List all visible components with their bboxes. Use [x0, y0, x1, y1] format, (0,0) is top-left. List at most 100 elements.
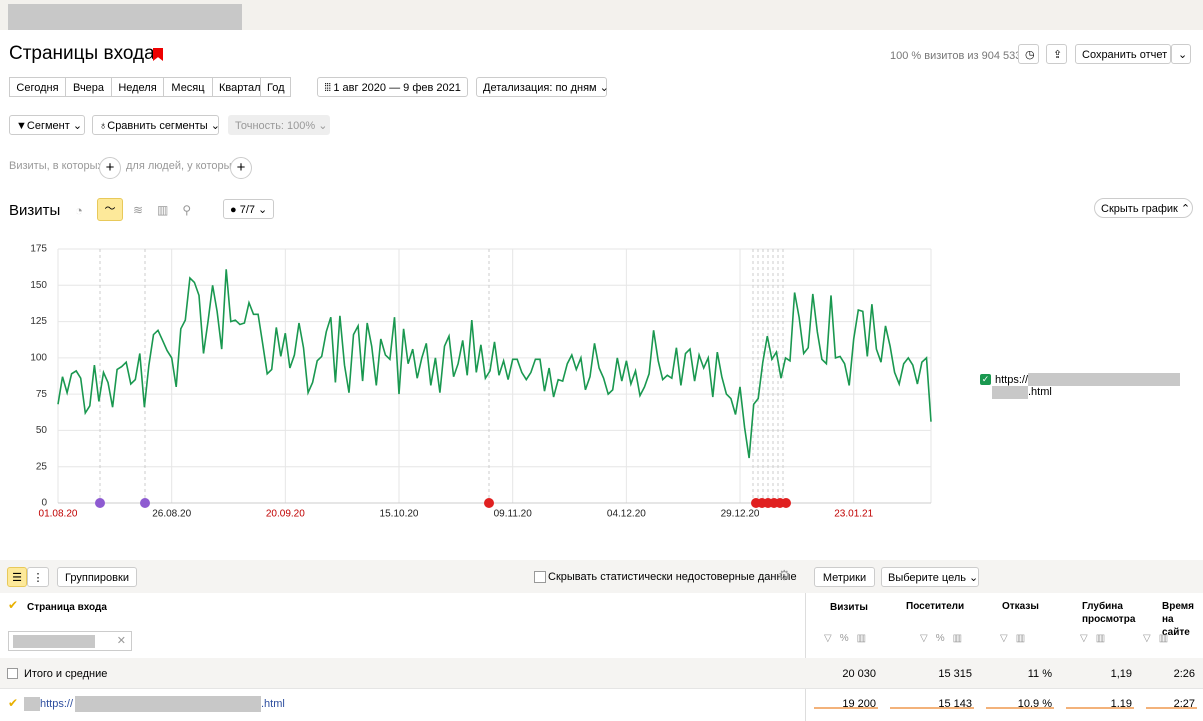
detail-text: Детализация: по дням: [483, 82, 597, 94]
segment-button[interactable]: ▼Сегмент ⌄: [9, 115, 85, 135]
y-tick-label: 150: [30, 280, 47, 291]
x-tick-label: 01.08.20: [39, 509, 78, 520]
add-filter[interactable]: +: [230, 157, 252, 179]
cell: 15 315: [938, 668, 972, 680]
save-menu[interactable]: ⌄: [1171, 44, 1191, 64]
event-marker: [484, 498, 494, 508]
event-marker: [140, 498, 150, 508]
line-chart-toggle[interactable]: 〜: [97, 198, 123, 221]
save-button[interactable]: Сохранить отчет: [1075, 44, 1171, 64]
metric-header: Глубина просмотра: [1082, 601, 1136, 625]
chart-type-icons[interactable]: ≋▥⚲: [133, 203, 206, 217]
settings-icon[interactable]: ⚙: [778, 567, 791, 583]
x-tick-label: 29.12.20: [721, 509, 760, 520]
row-suffix[interactable]: .html: [261, 698, 285, 710]
series-line: [57, 269, 932, 459]
event-marker: [781, 498, 791, 508]
goal-button[interactable]: Выберите цель ⌄: [881, 567, 979, 587]
metric-icons[interactable]: ▽%▥: [920, 633, 971, 644]
metric-header: Визиты: [830, 602, 868, 613]
checkbox[interactable]: ✔: [8, 598, 19, 612]
legend-entry[interactable]: https://: [995, 374, 1028, 386]
period-button[interactable]: Вчера: [65, 77, 112, 97]
checkbox[interactable]: ✔: [8, 696, 19, 710]
legend-label: https://: [995, 374, 1029, 386]
x-tick-label: 20.09.20: [266, 509, 305, 520]
cell-bar: [1066, 707, 1134, 709]
metrics-button[interactable]: Метрики: [814, 567, 875, 587]
hide-chart[interactable]: Скрыть график ⌃: [1094, 198, 1193, 218]
comments-count: 7/7: [239, 204, 255, 216]
hide-unreliable: Скрывать статистически недостоверные дан…: [548, 571, 797, 583]
divider: [805, 593, 806, 721]
top-bar: [0, 0, 1203, 30]
cell-bar: [814, 707, 878, 709]
dimension-header: Страница входа: [27, 602, 107, 613]
cell: 11 %: [1027, 668, 1052, 680]
checkbox[interactable]: [7, 668, 18, 679]
chart-type-icons[interactable]: ◔: [75, 203, 97, 218]
row-border: [0, 688, 1203, 689]
x-tick-label: 26.08.20: [152, 509, 191, 520]
goal-text: Выберите цель: [888, 572, 966, 584]
export-button[interactable]: ⇪: [1046, 44, 1067, 64]
chart: 0 25 50 75 100 125 150 175 01.08.20 26.08.20 20.09…: [30, 244, 932, 520]
compare-button[interactable]: ♁Сравнить сегменты ⌄: [92, 115, 220, 135]
cell: 20 030: [842, 668, 876, 680]
cell-bar: [986, 707, 1054, 709]
row-label[interactable]: https://: [40, 698, 73, 710]
visits-summary: 100 % визитов из 904 533: [890, 50, 1022, 62]
y-tick-label: 75: [36, 389, 48, 400]
y-tick-label: 50: [36, 425, 48, 436]
view-tree[interactable]: ⋮: [27, 567, 49, 587]
metric-icons[interactable]: ▽▥: [1080, 633, 1114, 644]
period-button[interactable]: Квартал: [212, 77, 261, 97]
metric-header: Время на сайте: [1162, 601, 1194, 638]
filter-label: Визиты, в которых: [9, 160, 103, 172]
metric-header: Посетители: [906, 601, 965, 612]
legend-checkbox[interactable]: ✓: [980, 374, 991, 385]
cell: 1,19: [1110, 668, 1132, 680]
add-filter[interactable]: +: [99, 157, 121, 179]
cell: 2:26: [1173, 668, 1195, 680]
row-label: Итого и средние: [24, 668, 108, 680]
event-marker: [95, 498, 105, 508]
row-link[interactable]: https://: [40, 698, 74, 710]
checkbox[interactable]: [534, 571, 546, 583]
legend-suffix: .html: [1028, 386, 1052, 398]
chart-section-title: Визиты: [9, 202, 61, 219]
date-range[interactable]: ⁞⁞⁞ 1 авг 2020 — 9 фев 2021: [317, 77, 468, 97]
detail-select[interactable]: Детализация: по дням ⌄: [476, 77, 609, 97]
x-tick-label: 04.12.20: [607, 509, 646, 520]
metric-icons[interactable]: ▽▥: [1000, 633, 1034, 644]
y-tick-label: 175: [30, 244, 47, 255]
accuracy-text: Точность: 100%: [235, 120, 316, 132]
y-tick-label: 25: [36, 461, 48, 472]
history-button[interactable]: ◷: [1018, 44, 1039, 64]
groupings-button[interactable]: Группировки: [57, 567, 137, 587]
accuracy-button[interactable]: Точность: 100% ⌄: [228, 115, 330, 135]
bookmark[interactable]: [153, 48, 163, 61]
segment-text: Сегмент: [26, 120, 70, 132]
y-tick-label: 0: [41, 498, 47, 509]
period-button[interactable]: Неделя: [111, 77, 164, 97]
filter-label: для людей, у которых: [126, 160, 237, 172]
total-row: [0, 658, 1203, 688]
table-toolbar: [0, 560, 1203, 593]
date-range-text: 1 авг 2020 — 9 фев 2021: [333, 82, 461, 94]
x-tick-label: 23.01.21: [834, 509, 873, 520]
cell-bar: [890, 707, 974, 709]
view-flat[interactable]: ☰: [7, 567, 27, 587]
period-button[interactable]: Сегодня: [9, 77, 66, 97]
metric-icons[interactable]: ▽%▥: [824, 633, 875, 644]
hide-chart-text: Скрыть график: [1101, 203, 1178, 215]
period-button[interactable]: Год: [260, 77, 291, 97]
search-input[interactable]: ✕: [8, 631, 132, 651]
x-tick-label: 15.10.20: [380, 509, 419, 520]
y-tick-label: 125: [30, 316, 47, 327]
comments-button[interactable]: ● 7/7 ⌄: [223, 199, 274, 219]
metric-icons[interactable]: ▽▥: [1143, 633, 1177, 644]
period-button[interactable]: Месяц: [163, 77, 213, 97]
compare-text: Сравнить сегменты: [107, 120, 208, 132]
